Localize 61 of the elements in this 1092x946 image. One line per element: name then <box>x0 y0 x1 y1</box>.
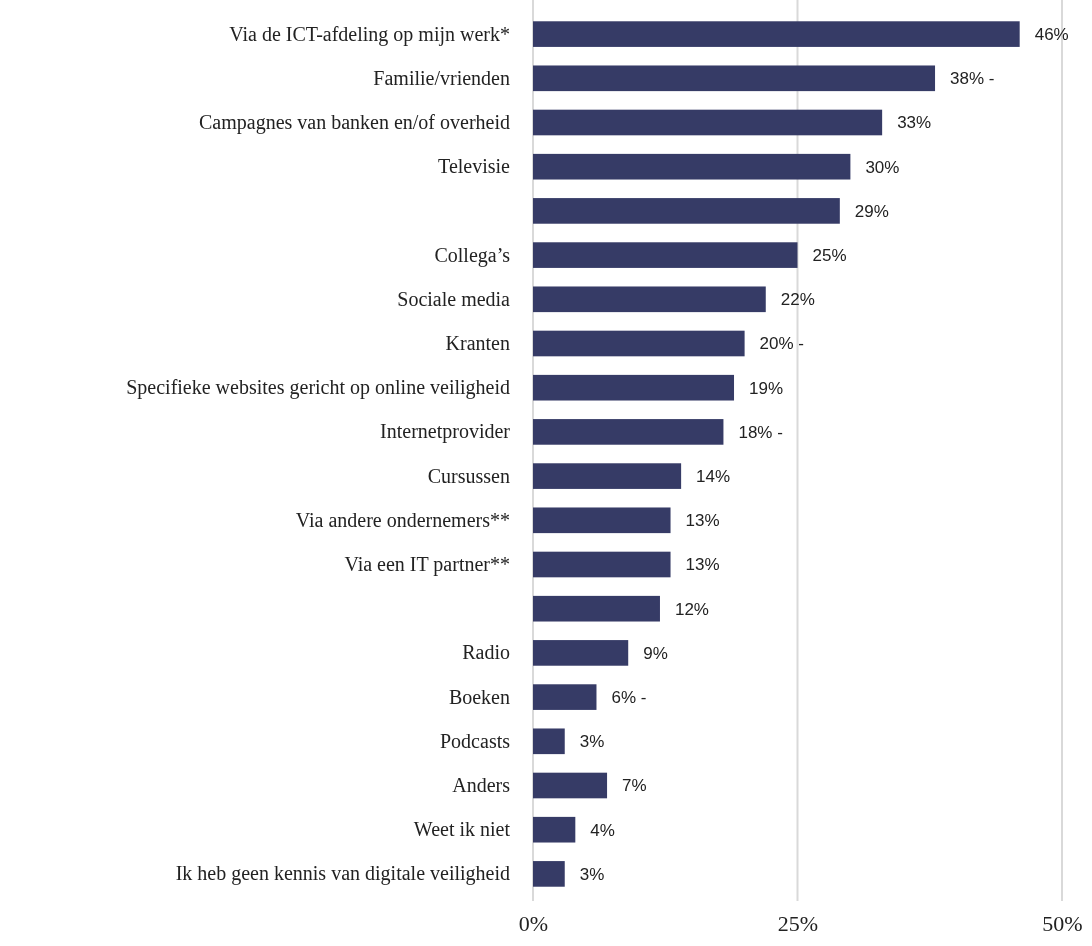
bar <box>533 198 840 224</box>
data-label: 6% - <box>611 688 647 708</box>
bar <box>533 153 851 180</box>
y-tick-label: Televisie <box>438 155 511 178</box>
y-tick-label: Campagnes van banken en/of overheid <box>198 110 510 134</box>
data-label: 7% <box>622 776 647 796</box>
bar <box>533 21 1020 47</box>
x-tick-label: 25% <box>777 911 819 936</box>
data-label: 20% - <box>759 334 805 354</box>
data-label: 30% <box>865 157 900 177</box>
y-tick-label: Via andere ondernemers** <box>295 508 510 531</box>
data-label: 9% <box>643 643 668 663</box>
bar <box>533 109 883 136</box>
bar <box>533 640 629 666</box>
bar <box>533 816 576 843</box>
data-label: 33% <box>897 113 932 133</box>
data-label: 14% <box>696 467 731 487</box>
y-tick-label: Sociale media <box>397 287 511 310</box>
y-tick-label: Weet ik niet <box>413 818 511 841</box>
data-label: 18% - <box>738 422 783 442</box>
data-label: 3% <box>579 864 605 884</box>
y-tick-label: Familie/vrienden <box>373 66 510 89</box>
x-tick-label: 50% <box>1042 911 1083 936</box>
y-tick-label: Radio <box>462 641 510 664</box>
y-tick-label: Via een IT partner** <box>344 552 510 576</box>
bar <box>533 463 682 489</box>
x-tick-label: 0% <box>518 911 549 936</box>
data-label: 46% <box>1034 25 1069 45</box>
bar <box>533 65 936 92</box>
data-label: 22% <box>780 290 815 310</box>
y-tick-label: Cursussen <box>427 464 510 487</box>
data-label: 4% <box>590 820 615 840</box>
y-tick-label: Podcasts <box>440 729 511 752</box>
bar <box>533 551 671 578</box>
y-tick-label: Internetprovider <box>380 420 511 444</box>
y-tick-label: Via de ICT-afdeling op mijn werk* <box>229 22 510 46</box>
data-label: 19% <box>749 378 784 398</box>
y-tick-label: Specifieke websites gericht op online veiligheid <box>126 376 510 400</box>
y-tick-label: Collega’s <box>434 243 511 267</box>
data-label: 29% <box>854 201 889 221</box>
y-tick-label: Kranten <box>445 331 510 354</box>
bar <box>533 286 766 313</box>
bar <box>533 507 671 534</box>
bar <box>533 728 565 755</box>
data-label: 13% <box>685 555 720 575</box>
bar <box>533 861 565 887</box>
bar <box>533 595 660 622</box>
data-label: 13% <box>685 511 720 531</box>
data-label: 3% <box>579 732 605 752</box>
y-tick-label: Ik heb geen kennis van digitale veiligheid <box>175 862 510 886</box>
bar <box>533 772 608 799</box>
bar <box>533 242 798 268</box>
bar <box>533 330 745 357</box>
y-tick-label: Boeken <box>448 685 510 708</box>
y-tick-label: Anders <box>452 773 511 796</box>
bar <box>533 374 735 401</box>
data-label: 12% <box>674 599 709 619</box>
data-label: 25% <box>812 246 847 266</box>
data-label: 38% - <box>950 69 995 89</box>
bar <box>533 419 724 445</box>
bar <box>533 684 597 710</box>
